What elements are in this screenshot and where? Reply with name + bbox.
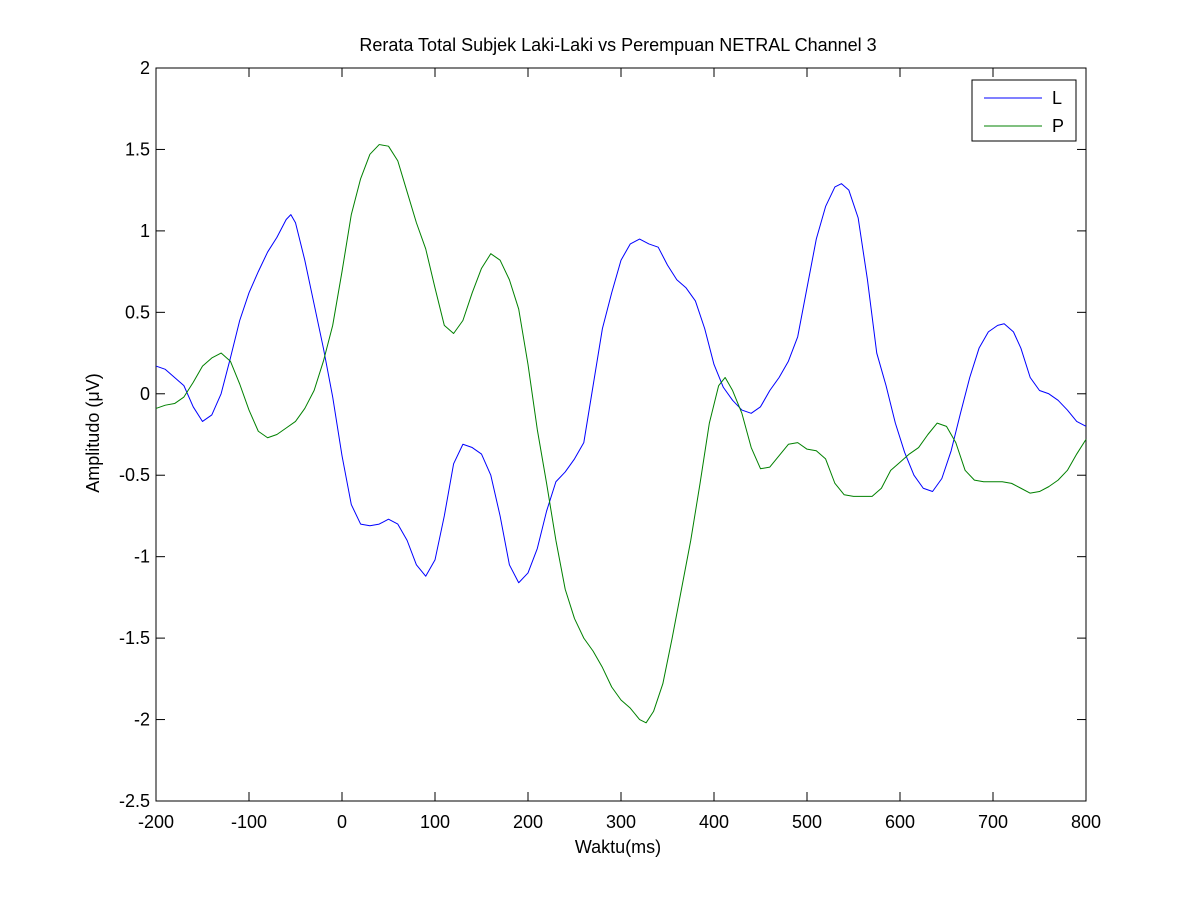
y-tick-label: 1.5 — [125, 139, 150, 159]
plot-frame — [155, 67, 1087, 802]
x-tick-label: -200 — [138, 812, 174, 832]
y-axis-label: Amplitudo (μV) — [83, 373, 103, 492]
y-tick-label: -2.5 — [119, 791, 150, 811]
y-tick-label: -1 — [134, 547, 150, 567]
x-tick-label: 0 — [337, 812, 347, 832]
legend-label-p: P — [1052, 116, 1064, 136]
x-axis-label: Waktu(ms) — [575, 837, 661, 857]
series-line-l — [155, 183, 1087, 584]
y-tick-label: 1 — [140, 221, 150, 241]
legend: LP — [971, 79, 1077, 142]
x-tick-label: -100 — [231, 812, 267, 832]
x-tick-label: 200 — [513, 812, 543, 832]
x-tick-label: 800 — [1071, 812, 1101, 832]
y-tick-label: 0 — [140, 384, 150, 404]
x-axis: -200 -100 0 100 200 300 400 500 600 700 800 — [138, 68, 1101, 832]
x-tick-label: 700 — [978, 812, 1008, 832]
y-axis: 2 1.5 1 0.5 0 -0.5 -1 -1.5 -2 -2.5 — [119, 58, 1086, 811]
chart-title: Rerata Total Subjek Laki-Laki vs Perempu… — [359, 35, 876, 55]
legend-box — [971, 79, 1077, 142]
series-lines — [155, 144, 1087, 724]
y-tick-label: -1.5 — [119, 628, 150, 648]
series-line-p — [155, 144, 1087, 724]
x-tick-label: 300 — [606, 812, 636, 832]
y-tick-label: 0.5 — [125, 302, 150, 322]
x-tick-label: 600 — [885, 812, 915, 832]
y-tick-label: -0.5 — [119, 465, 150, 485]
plot-area — [155, 67, 1087, 802]
y-tick-label: 2 — [140, 58, 150, 78]
legend-label-l: L — [1052, 88, 1062, 108]
y-tick-label: -2 — [134, 710, 150, 730]
x-tick-label: 500 — [792, 812, 822, 832]
x-tick-label: 400 — [699, 812, 729, 832]
x-tick-label: 100 — [420, 812, 450, 832]
